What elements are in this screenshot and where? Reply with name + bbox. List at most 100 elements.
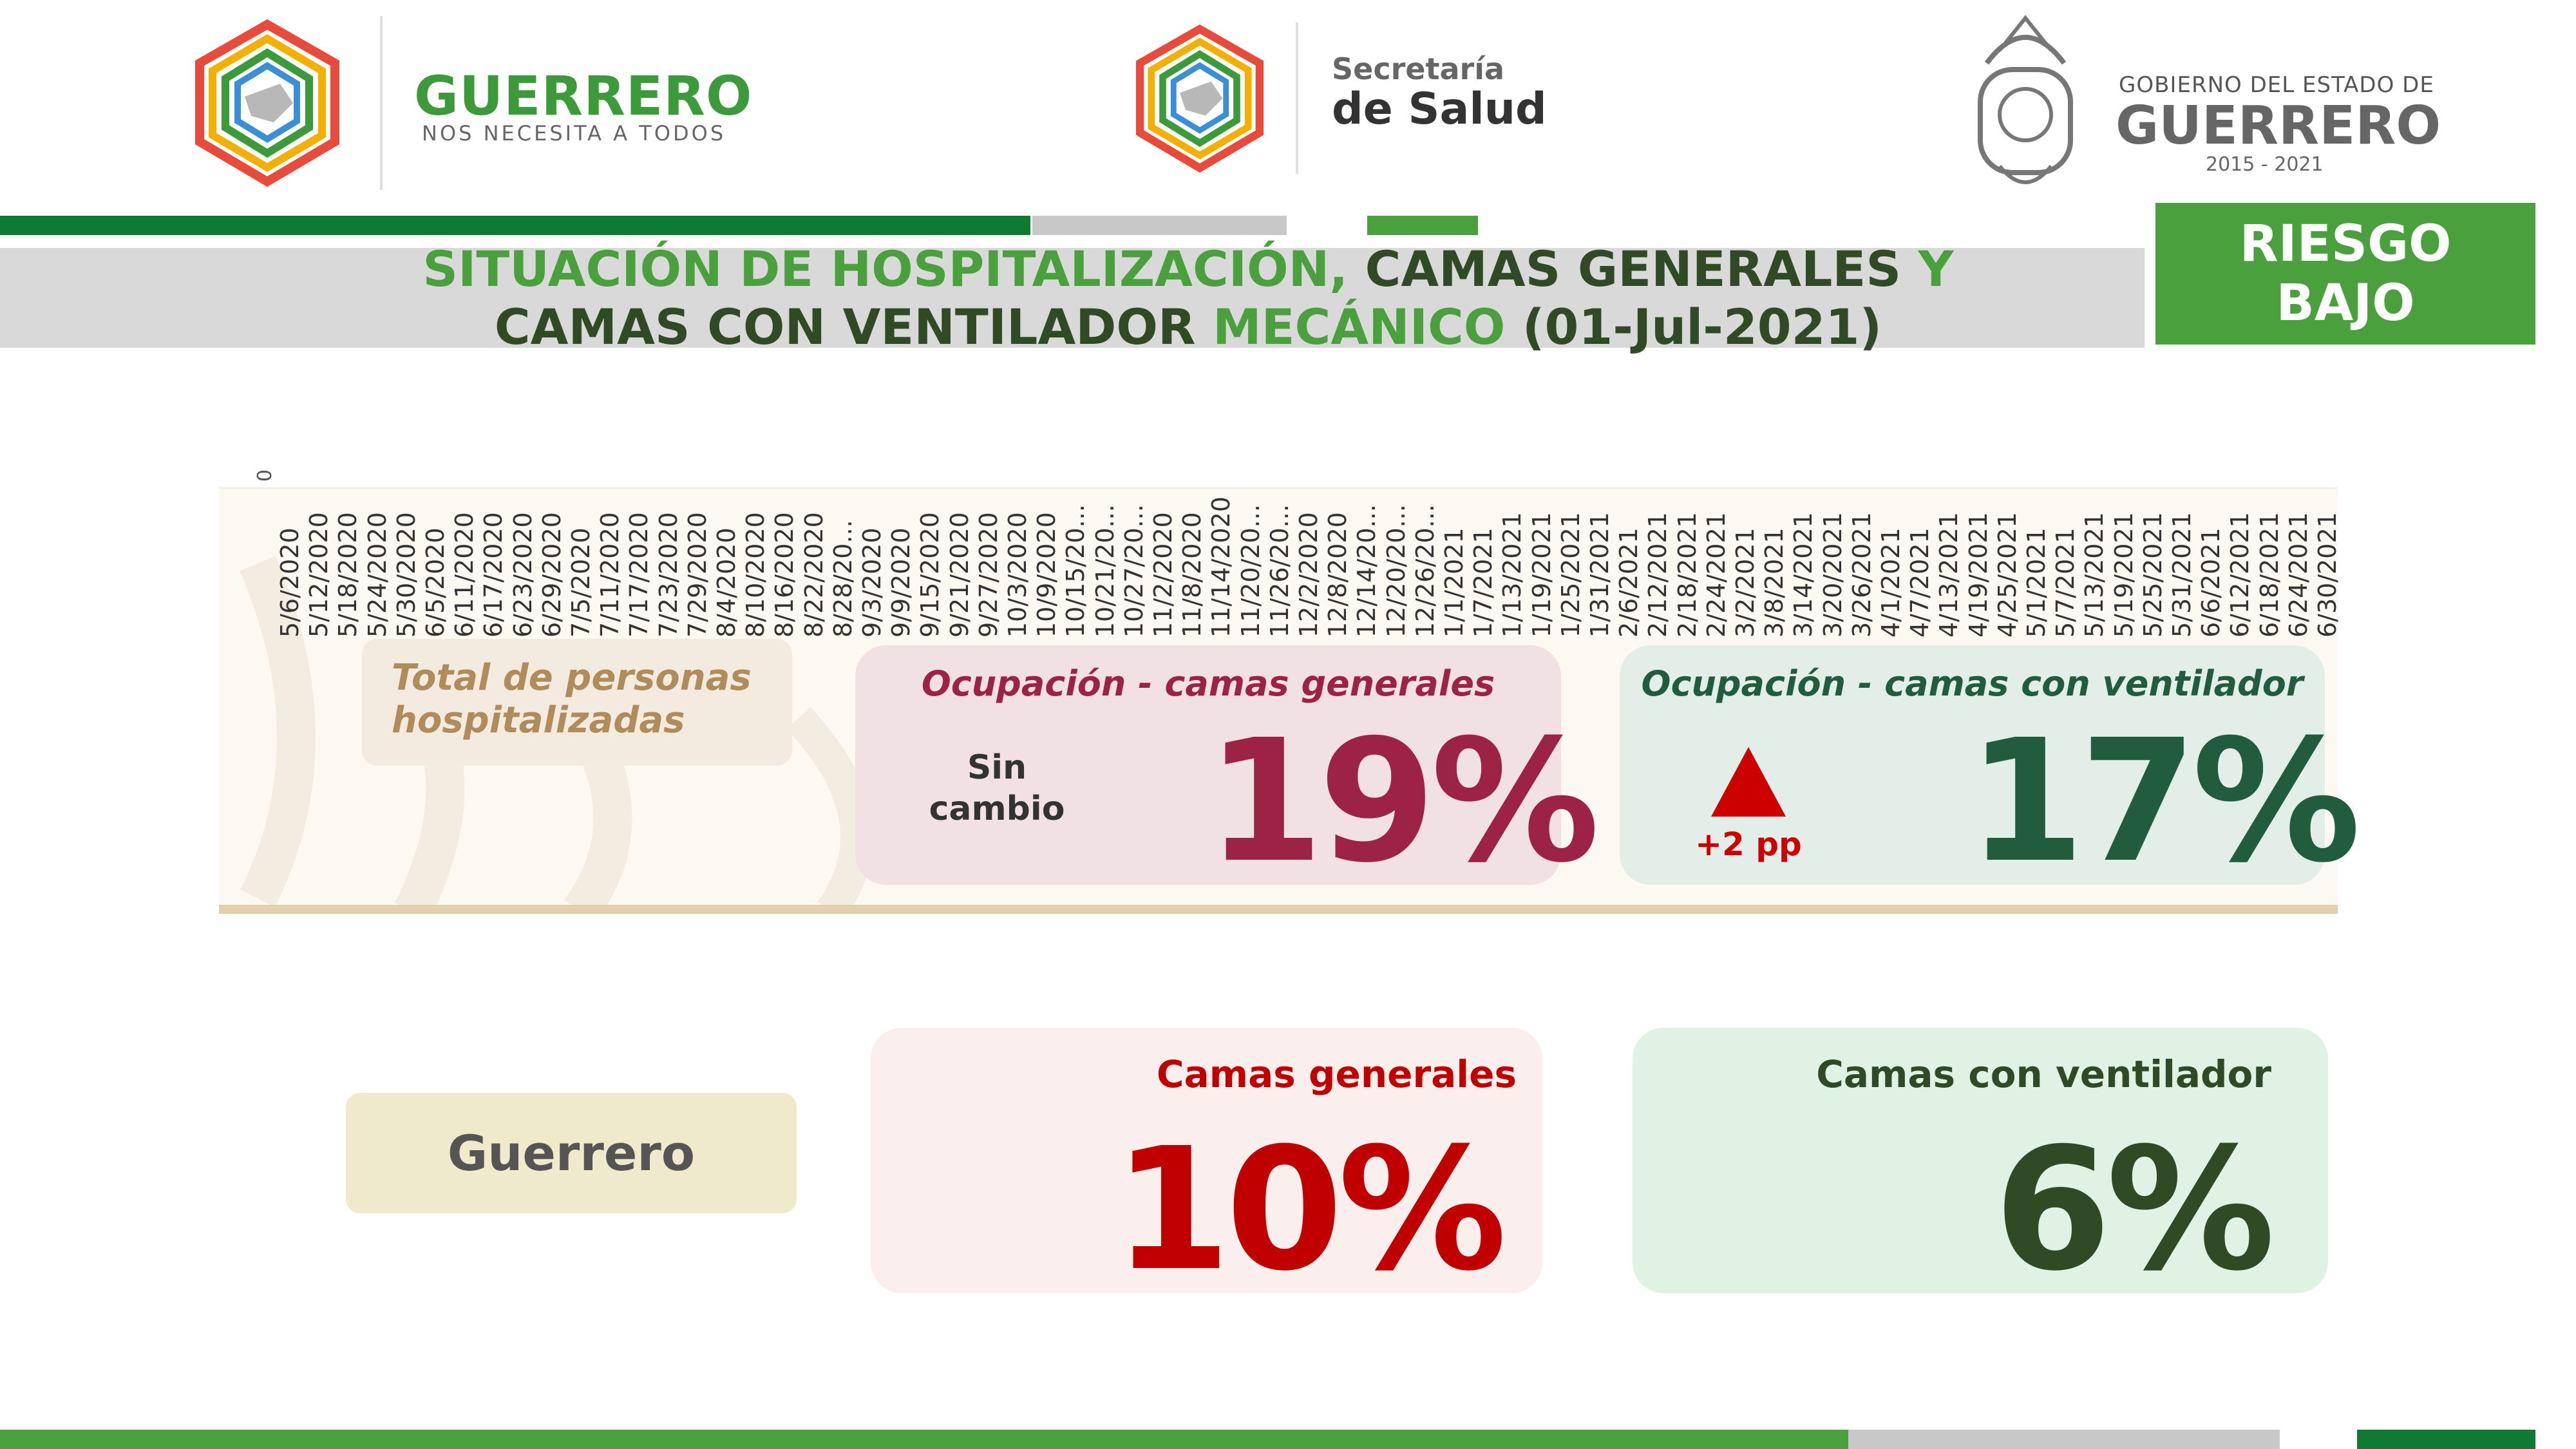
state-name-card: Guerrero <box>346 1093 797 1213</box>
change-text: cambio <box>929 790 1065 828</box>
x-axis-tick-label: 2/18/2021 <box>1672 512 1701 638</box>
bottom-accent-bar-small <box>2357 1430 2535 1449</box>
x-axis-tick-label: 1/7/2021 <box>1469 527 1498 638</box>
x-axis-tick-label: 6/12/2021 <box>2226 512 2255 638</box>
x-axis-tick-label: 8/22/2020 <box>799 512 828 638</box>
risk-badge-line1: RIESGO <box>2239 215 2452 273</box>
guerrero-emblem-icon <box>195 19 339 187</box>
salud-logo-line1: Secretaría <box>1332 52 1505 86</box>
x-axis-tick-label: 6/23/2020 <box>508 512 537 638</box>
title-segment: SITUACIÓN DE HOSPITALIZACIÓN, <box>422 240 1349 298</box>
x-axis-tick-label: 6/17/2020 <box>479 512 508 638</box>
x-axis-tick-label: 7/23/2020 <box>654 512 683 638</box>
top-accent-bar-green <box>0 216 1030 235</box>
x-axis-tick-label: 9/27/2020 <box>974 512 1003 638</box>
x-axis-tick-label: 10/9/2020 <box>1032 512 1061 638</box>
salud-logo-line2: de Salud <box>1332 84 1547 135</box>
x-axis-tick-label: 3/26/2021 <box>1847 512 1876 638</box>
x-axis-tick-label: 5/1/2021 <box>2022 527 2050 638</box>
increase-arrow-icon <box>1711 747 1786 817</box>
x-axis-tick-label: 3/8/2021 <box>1760 527 1789 638</box>
x-axis-tick-label: 5/30/2020 <box>392 512 421 638</box>
title-band <box>0 248 2145 348</box>
x-axis-tick-label: 6/6/2021 <box>2197 527 2226 638</box>
general-occupancy-label: Ocupación - camas generales <box>921 663 1495 704</box>
x-axis-tick-label: 4/7/2021 <box>1906 527 1935 638</box>
x-axis-tick-label: 10/27/20... <box>1119 504 1148 638</box>
campaign-logo-subtitle: NOS NECESITA A TODOS <box>422 121 726 146</box>
x-axis-tick-label: 5/25/2021 <box>2138 512 2167 638</box>
x-axis-tick-label: 9/3/2020 <box>858 527 886 638</box>
general-occupancy-change: Sin cambio <box>926 747 1068 829</box>
x-axis-tick-label: 8/16/2020 <box>770 512 799 638</box>
x-axis-tick-label: 7/5/2020 <box>567 527 595 638</box>
x-axis-tick-label: 9/9/2020 <box>887 527 916 638</box>
x-axis-tick-label: 1/19/2021 <box>1527 512 1556 638</box>
state-general-value: 10% <box>1113 1112 1507 1308</box>
chart-top-gridline <box>219 488 2338 489</box>
total-hospitalized-label: Total de personas hospitalizadas <box>392 657 752 741</box>
state-logo-line1: GOBIERNO DEL ESTADO DE <box>2119 72 2434 98</box>
campaign-logo-title: GUERRERO <box>414 64 753 128</box>
x-axis-tick-label: 5/24/2020 <box>363 512 392 638</box>
ventilator-occupancy-change: +2 pp <box>1695 826 1802 863</box>
x-axis-tick-label: 10/3/2020 <box>1003 512 1032 638</box>
x-axis-tick-label: 10/21/20... <box>1090 504 1119 638</box>
section-divider <box>219 905 2338 914</box>
bottom-accent-bar-gray <box>1848 1430 2280 1449</box>
page-title-line1: SITUACIÓN DE HOSPITALIZACIÓN, CAMAS GENE… <box>0 240 2376 299</box>
x-axis-tick-label: 1/25/2021 <box>1556 512 1585 638</box>
x-axis-tick-label: 6/11/2020 <box>450 512 479 638</box>
x-axis-tick-label: 12/2/2020 <box>1294 512 1323 638</box>
x-axis-tick-label: 11/20/20... <box>1236 504 1265 638</box>
state-ventilator-card: Camas con ventilador 6% <box>1633 1028 2328 1308</box>
x-axis-tick-label: 3/2/2021 <box>1731 527 1759 638</box>
x-axis-tick-label: 8/28/20... <box>828 520 857 638</box>
x-axis-tick-label: 7/11/2020 <box>596 512 625 638</box>
x-axis-tick-label: 6/5/2020 <box>421 527 450 638</box>
x-axis-tick-label: 8/10/2020 <box>741 512 770 638</box>
y-axis-tick-label: 0 <box>254 469 276 482</box>
ventilator-occupancy-value: 17% <box>1967 703 2361 900</box>
x-axis-tick-label: 9/15/2020 <box>916 512 945 638</box>
x-axis-tick-label: 2/12/2021 <box>1643 512 1672 638</box>
x-axis-tick-label: 6/24/2021 <box>2284 512 2313 638</box>
x-axis-tick-label: 8/4/2020 <box>712 527 741 638</box>
title-segment: MECÁNICO <box>1212 298 1506 355</box>
state-general-card: Camas generales 10% <box>871 1028 1542 1308</box>
x-axis-tick-label: 6/30/2021 <box>2313 512 2342 638</box>
x-axis-tick-label: 4/1/2021 <box>1877 527 1905 638</box>
bottom-accent-bar-green <box>0 1430 1848 1449</box>
x-axis-tick-label: 4/13/2021 <box>1935 512 1964 638</box>
x-axis-tick-label: 5/13/2021 <box>2080 512 2109 638</box>
state-general-label: Camas generales <box>1157 1052 1517 1096</box>
x-axis-tick-label: 1/13/2021 <box>1498 512 1527 638</box>
top-accent-bar-small <box>1367 216 1478 235</box>
x-axis-tick-label: 4/25/2021 <box>1993 512 2022 638</box>
state-logo-line3: 2015 - 2021 <box>2206 153 2324 176</box>
x-axis-tick-label: 3/20/2021 <box>1818 512 1847 638</box>
risk-badge: RIESGO BAJO <box>2155 203 2535 345</box>
title-segment: Y <box>1918 240 1954 298</box>
title-segment: CAMAS GENERALES <box>1348 240 1918 298</box>
x-axis-tick-label: 11/2/2020 <box>1149 512 1177 638</box>
ventilator-occupancy-label: Ocupación - camas con ventilador <box>1641 663 2304 704</box>
x-axis-tick-label: 5/31/2021 <box>2168 512 2196 638</box>
x-axis-tick-label: 12/8/2020 <box>1323 512 1352 638</box>
salud-emblem-icon <box>1135 24 1264 173</box>
x-axis-tick-label: 5/6/2020 <box>276 527 304 638</box>
x-axis-tick-label: 7/17/2020 <box>625 512 654 638</box>
x-axis-tick-label: 2/6/2021 <box>1615 527 1643 638</box>
x-axis-tick-label: 2/24/2021 <box>1701 512 1730 638</box>
x-axis-tick-label: 12/20/20... <box>1381 504 1410 638</box>
x-axis-tick-label: 5/18/2020 <box>334 512 363 638</box>
x-axis-tick-label: 11/8/2020 <box>1178 512 1207 638</box>
state-ventilator-value: 6% <box>1994 1112 2275 1308</box>
x-axis-tick-label: 1/31/2021 <box>1586 512 1614 638</box>
x-axis-tick-label: 5/12/2020 <box>305 512 334 638</box>
title-segment: (01-Jul-2021) <box>1505 298 1882 355</box>
title-segment: CAMAS CON VENTILADOR <box>494 298 1213 355</box>
state-coat-of-arms-icon <box>1978 15 2073 184</box>
x-axis-tick-label: 7/29/2020 <box>683 512 712 638</box>
x-axis-tick-label: 5/19/2021 <box>2109 512 2138 638</box>
